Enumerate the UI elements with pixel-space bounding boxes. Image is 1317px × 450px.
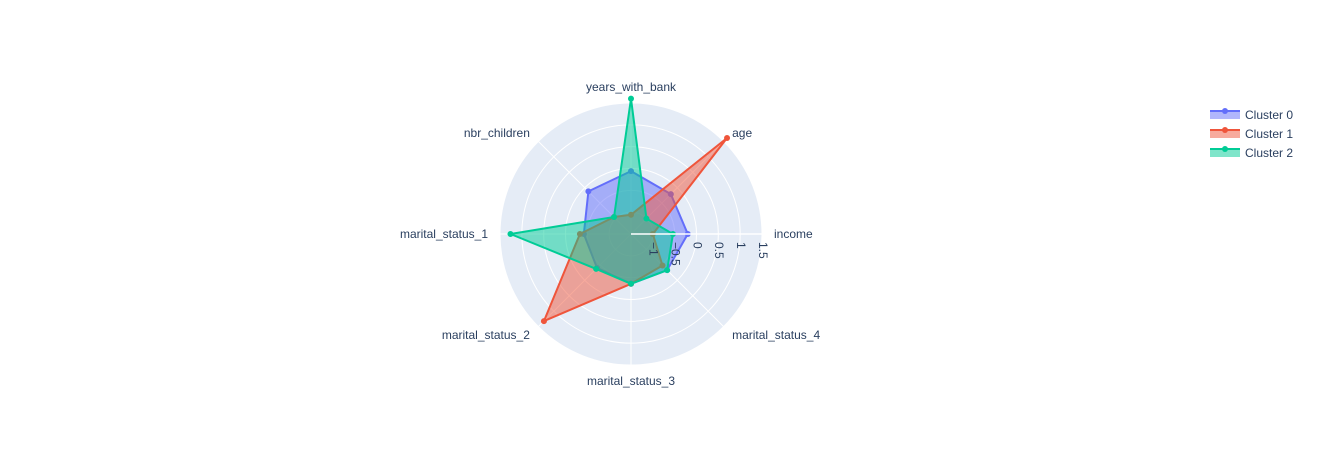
angular-label: marital_status_4 xyxy=(732,328,820,342)
angular-label: marital_status_2 xyxy=(442,328,530,342)
radial-tick-label: 1.5 xyxy=(756,242,770,259)
legend-marker xyxy=(1222,127,1228,133)
data-point-age xyxy=(724,134,731,141)
legend-label: Cluster 2 xyxy=(1245,146,1293,160)
legend-swatch xyxy=(1210,149,1240,157)
legend-marker xyxy=(1222,146,1228,152)
angular-label: age xyxy=(732,126,752,140)
data-point-years_with_bank xyxy=(628,95,634,102)
legend-label: Cluster 1 xyxy=(1245,127,1293,141)
angular-label: years_with_bank xyxy=(586,80,677,94)
data-point-marital_status_2 xyxy=(540,318,547,325)
legend-item[interactable]: Cluster 1 xyxy=(1210,127,1293,141)
legend-swatch xyxy=(1210,111,1240,119)
data-point-marital_status_4 xyxy=(664,267,671,274)
angular-axis-labels: income age years_with_bank nbr_childrenmari… xyxy=(400,80,821,388)
data-point-nbr_children xyxy=(611,214,618,221)
radial-tick-label: 0 xyxy=(690,242,704,249)
legend-item[interactable]: Cluster 2 xyxy=(1210,146,1293,160)
radial-tick-label: 1 xyxy=(734,242,748,249)
legend-swatch xyxy=(1210,130,1240,138)
data-point-marital_status_1 xyxy=(507,231,514,237)
radial-tick-label: 0.5 xyxy=(712,242,726,259)
data-point-marital_status_3 xyxy=(628,280,634,287)
radial-axis-ticks: −1 −0.5 0 0.5 1 1.5 xyxy=(631,233,770,266)
data-point-nbr_children xyxy=(585,188,592,195)
radial-tick-label: −1 xyxy=(647,242,661,256)
legend-label: Cluster 0 xyxy=(1245,108,1293,122)
legend: Cluster 0 Cluster 1 Cluster 2 xyxy=(1210,108,1293,160)
data-point-marital_status_2 xyxy=(593,265,600,272)
angular-label: income xyxy=(774,227,813,241)
legend-marker xyxy=(1222,108,1228,114)
trace-cluster-2 xyxy=(507,95,676,287)
data-point-age xyxy=(643,215,650,222)
legend-item[interactable]: Cluster 0 xyxy=(1210,108,1293,122)
angular-label: nbr_children xyxy=(464,126,530,140)
angular-label: marital_status_3 xyxy=(587,374,675,388)
radial-tick-label: −0.5 xyxy=(669,242,683,266)
traces xyxy=(507,95,731,325)
angular-label: marital_status_1 xyxy=(400,227,488,241)
